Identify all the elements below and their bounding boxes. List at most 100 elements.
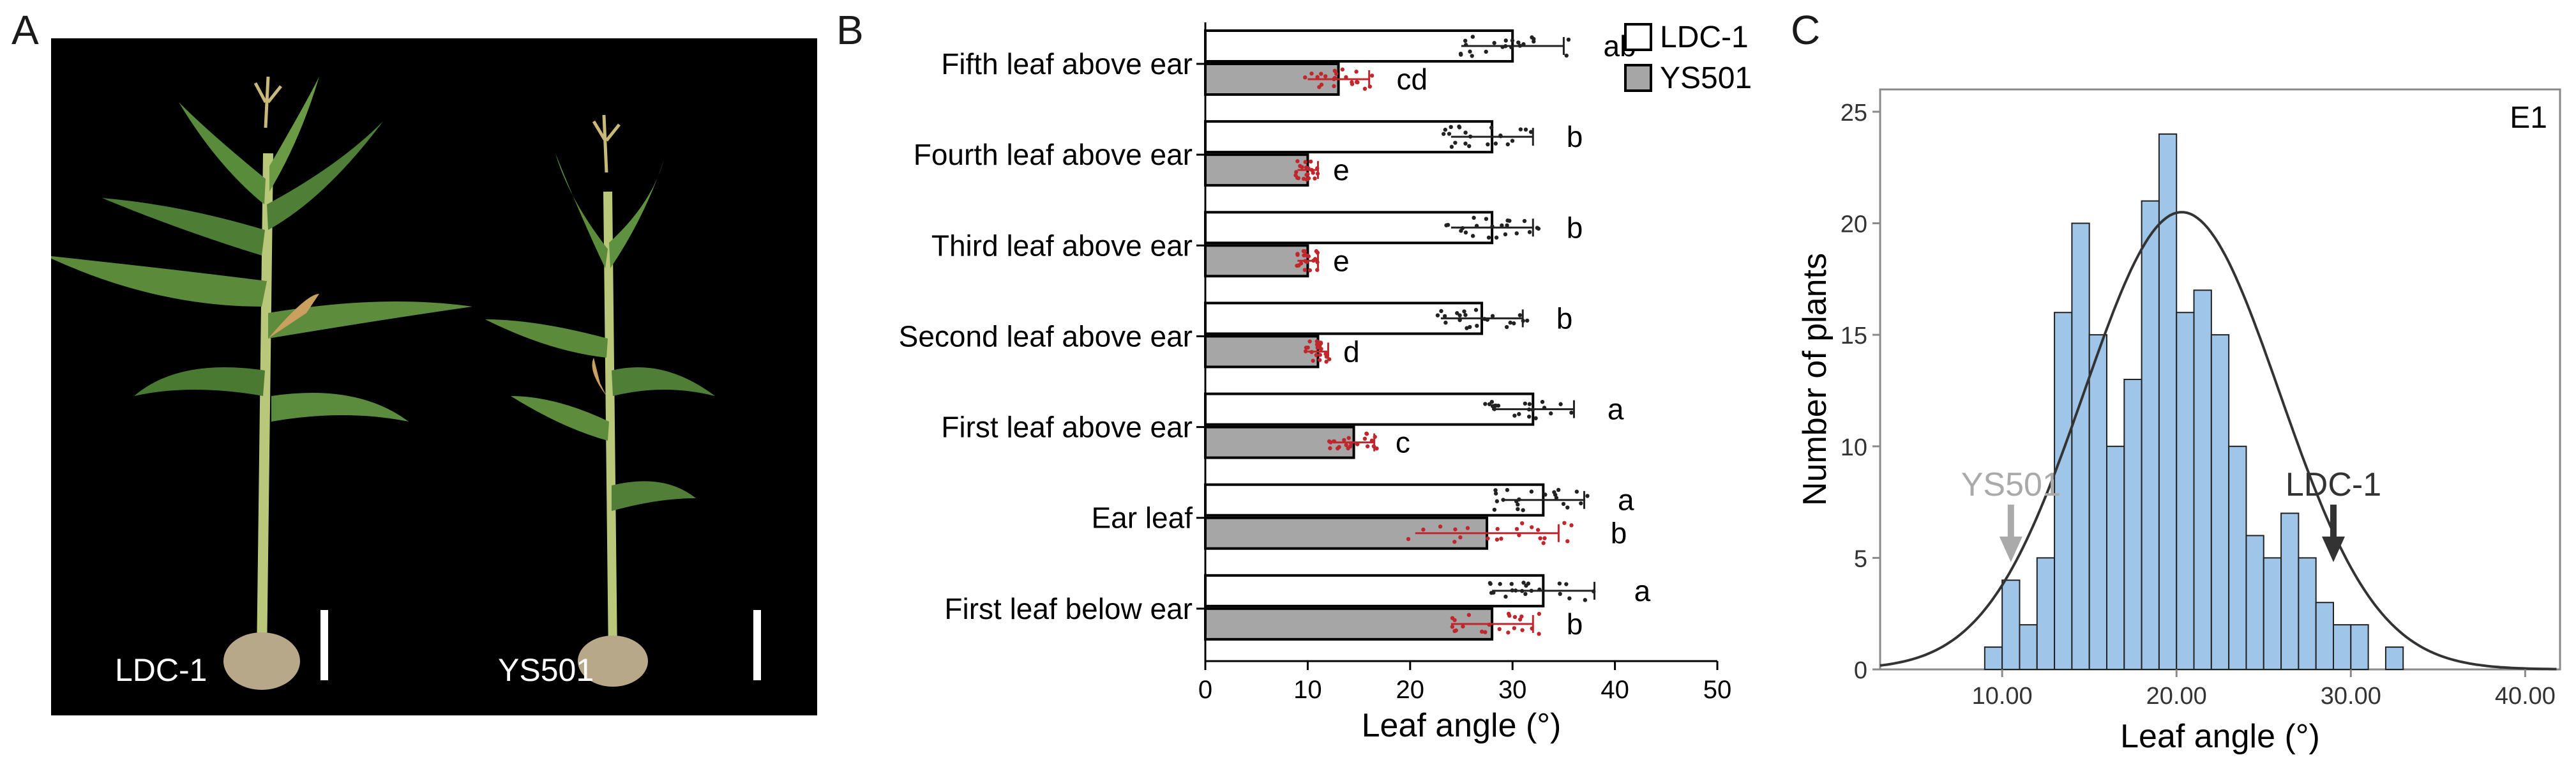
histogram-bar [2176,312,2195,670]
data-point [1296,176,1300,181]
data-point [1453,527,1457,531]
environment-label: E1 [2510,101,2547,135]
data-point [1344,75,1348,80]
x-axis-title: Leaf angle (°) [1362,707,1562,744]
histogram-bar [1984,646,2003,670]
data-point [1315,166,1320,171]
histogram-bar [2384,646,2404,670]
y-tick-label: 5 [1854,545,1867,572]
data-point [1447,132,1452,136]
data-point [1495,526,1500,531]
data-point [1523,591,1528,597]
data-point [1332,84,1336,89]
data-point [1542,536,1547,540]
data-point [1303,75,1307,80]
x-tick-label: 0 [1198,676,1212,704]
data-point [1493,491,1498,496]
x-tick-label: 20 [1396,676,1425,704]
annotation-label: LDC-1 [2286,466,2381,503]
panel-a-letter: A [11,7,39,53]
data-point [1543,492,1548,497]
legend-label: LDC-1 [1660,20,1749,54]
data-point [1483,630,1488,634]
histogram-bar [2019,624,2038,671]
scale-bar-right [753,610,761,680]
data-point [1340,67,1345,72]
data-point [1365,444,1370,448]
data-point [1592,589,1596,594]
data-point [1512,626,1517,630]
data-point [1583,598,1588,602]
data-point [1444,223,1449,227]
data-point [1483,402,1488,406]
data-point [1501,498,1505,502]
data-point [1505,223,1509,228]
data-point [1317,358,1322,362]
data-point [1464,43,1468,47]
data-point [1306,172,1310,176]
data-point [1375,446,1379,451]
data-point [1530,525,1534,530]
panel-b-letter: B [836,7,864,53]
data-point [1406,537,1411,542]
data-point [1313,176,1317,181]
significance-letter: b [1567,120,1583,153]
data-point [1364,432,1369,436]
data-point [1373,434,1377,439]
data-point [1331,439,1336,444]
data-point [1484,49,1488,54]
data-point [1354,80,1359,84]
data-point [1498,133,1503,139]
x-tick-label: 30.00 [2321,683,2381,710]
data-point [1304,177,1309,182]
data-point [1530,626,1534,631]
data-point [1342,438,1346,443]
data-point [1526,407,1532,412]
bar-ldc-1 [1204,392,1535,426]
data-point [1348,441,1353,446]
data-point [1510,588,1515,593]
data-point [1465,526,1470,530]
histogram-bar [2228,445,2247,670]
x-tick-label: 40.00 [2495,683,2556,710]
data-point [1303,349,1308,354]
data-point [1518,43,1523,48]
histogram-bar [2158,133,2178,671]
data-point [1462,309,1466,314]
data-point [1500,45,1505,49]
data-point [1421,527,1426,532]
data-point [1461,624,1465,629]
data-point [1489,590,1494,595]
data-point [1309,349,1314,355]
data-point [1449,144,1454,149]
data-point [1327,357,1332,362]
data-point [1565,505,1570,510]
data-point [1297,263,1301,268]
data-point [1344,443,1348,447]
data-point [1508,320,1512,325]
histogram-bar [2333,624,2352,671]
legend-swatch-ldc-1 [1624,23,1652,51]
data-point [1537,632,1541,636]
data-point [1459,229,1463,233]
category-label: Second leaf above ear [899,319,1193,353]
data-point [1514,231,1519,236]
data-point [1298,164,1302,169]
data-point [1463,312,1468,317]
data-point [1561,501,1566,507]
data-point [1302,268,1307,272]
data-point [1472,215,1476,220]
data-point [1315,171,1320,176]
data-point [1509,581,1514,586]
data-point [1355,442,1360,446]
significance-letter: cd [1397,63,1428,96]
data-point [1470,34,1475,39]
category-label: First leaf below ear [944,592,1193,625]
histogram-bar [2054,312,2073,670]
y-tick-label: 10 [1841,434,1867,461]
data-point [1486,536,1490,541]
data-point [1533,416,1538,420]
data-point [1309,71,1314,76]
